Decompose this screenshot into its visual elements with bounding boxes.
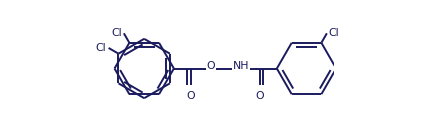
Text: Cl: Cl — [111, 28, 122, 38]
Text: Cl: Cl — [329, 28, 339, 38]
Text: O: O — [187, 91, 195, 101]
Text: O: O — [206, 61, 215, 71]
Text: O: O — [255, 91, 264, 101]
Text: Cl: Cl — [95, 43, 106, 53]
Text: NH: NH — [233, 61, 249, 71]
